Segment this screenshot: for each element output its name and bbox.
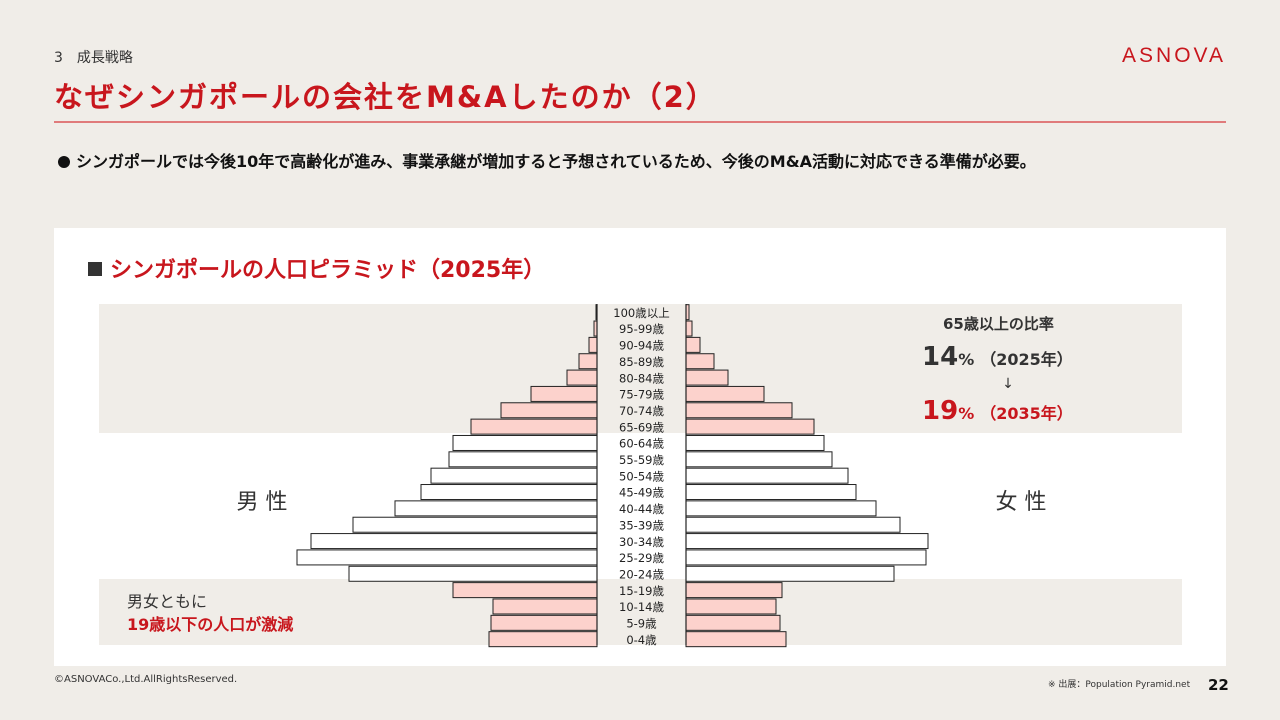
female-bar-11 — [685, 484, 857, 501]
ratio-2025-value: 14 — [922, 342, 958, 372]
female-bar-4 — [685, 369, 729, 386]
age-tick-label: 15-19歳 — [619, 584, 664, 598]
note-line1: 男女ともに — [127, 592, 207, 611]
age-tick-label: 50-54歳 — [619, 469, 664, 483]
female-bar-14 — [685, 533, 929, 550]
age-tick-label: 65-69歳 — [619, 420, 664, 434]
female-bar-19 — [685, 614, 781, 631]
age-tick-label: 75-79歳 — [619, 388, 664, 402]
female-bar-13 — [685, 516, 901, 533]
male-bar-8 — [452, 434, 598, 451]
male-bar-13 — [352, 516, 598, 533]
female-bar-5 — [685, 385, 765, 402]
female-bar-15 — [685, 549, 927, 566]
female-bar-17 — [685, 582, 783, 599]
female-bar-7 — [685, 418, 815, 435]
age-tick-label: 0-4歳 — [626, 633, 657, 647]
section-label: 3 成長戦略 — [54, 50, 133, 66]
ratio-2035-unit: % — [958, 404, 974, 423]
male-bar-3 — [578, 353, 598, 370]
female-bar-2 — [685, 336, 701, 353]
male-bar-7 — [470, 418, 598, 435]
female-bar-3 — [685, 353, 715, 370]
summary-text: シンガポールでは今後10年で高齢化が進み、事業承継が増加すると予想されているため… — [76, 152, 1036, 171]
male-bar-5 — [530, 385, 598, 402]
age-tick-label: 55-59歳 — [619, 453, 664, 467]
age-tick-label: 70-74歳 — [619, 404, 664, 418]
elderly-band — [99, 304, 1182, 433]
male-bar-11 — [420, 484, 598, 501]
ratio-2035-year: （2035年） — [980, 404, 1073, 423]
male-bar-10 — [430, 467, 598, 484]
note-line2: 19歳以下の人口が激減 — [127, 615, 293, 634]
age-tick-label: 100歳以上 — [613, 306, 669, 320]
title-divider — [54, 121, 1226, 123]
female-bar-9 — [685, 451, 833, 468]
age-tick-label: 80-84歳 — [619, 371, 664, 385]
page-number: 22 — [1208, 676, 1229, 694]
age-tick-label: 25-29歳 — [619, 551, 664, 565]
age-tick-label: 85-89歳 — [619, 355, 664, 369]
male-bar-19 — [490, 614, 598, 631]
male-bar-4 — [566, 369, 598, 386]
summary-bullet: シンガポールでは今後10年で高齢化が進み、事業承継が増加すると予想されているため… — [58, 148, 1036, 172]
ratio-2025: 14% （2025年） — [922, 342, 1073, 372]
female-bar-16 — [685, 565, 895, 582]
male-bar-17 — [452, 582, 598, 599]
female-bar-8 — [685, 434, 825, 451]
ratio-arrow: ↓ — [1002, 376, 1014, 392]
age-tick-label: 35-39歳 — [619, 518, 664, 532]
male-bar-2 — [588, 336, 598, 353]
age-tick-label: 45-49歳 — [619, 486, 664, 500]
male-bar-15 — [296, 549, 598, 566]
female-bar-12 — [685, 500, 877, 517]
age-tick-label: 30-34歳 — [619, 535, 664, 549]
page-title: なぜシンガポールの会社をM&Aしたのか（2） — [54, 80, 717, 114]
age-tick-label: 90-94歳 — [619, 339, 664, 353]
youth-band — [99, 579, 1182, 645]
chart-title-text: シンガポールの人口ピラミッド（2025年） — [110, 258, 546, 283]
ratio-2035: 19% （2035年） — [922, 396, 1073, 426]
male-bar-20 — [488, 631, 598, 648]
female-bar-18 — [685, 598, 777, 615]
female-bar-10 — [685, 467, 849, 484]
square-bullet-icon — [88, 262, 102, 276]
age-tick-label: 5-9歳 — [626, 617, 657, 631]
source-note: ※ 出展：Population Pyramid.net — [1048, 680, 1191, 690]
ratio-2035-value: 19 — [922, 396, 958, 426]
male-bar-6 — [500, 402, 598, 419]
female-bar-1 — [685, 320, 693, 337]
male-label: 男 性 — [237, 490, 288, 515]
age-tick-label: 40-44歳 — [619, 502, 664, 516]
male-bar-9 — [448, 451, 598, 468]
ratio-2025-year: （2025年） — [980, 350, 1073, 369]
male-bar-12 — [394, 500, 598, 517]
company-logo: ASNOVA — [1122, 44, 1226, 67]
bullet-dot-icon — [58, 156, 70, 168]
age-tick-label: 60-64歳 — [619, 437, 664, 451]
copyright: ©ASNOVACo.,Ltd.AllRightsReserved. — [54, 674, 238, 685]
female-bar-20 — [685, 631, 787, 648]
male-bar-16 — [348, 565, 598, 582]
female-bar-6 — [685, 402, 793, 419]
male-bar-18 — [492, 598, 598, 615]
female-label: 女 性 — [996, 490, 1047, 515]
age-tick-label: 10-14歳 — [619, 600, 664, 614]
ratio-title: 65歳以上の比率 — [943, 315, 1054, 333]
chart-title: シンガポールの人口ピラミッド（2025年） — [88, 252, 545, 284]
age-tick-label: 20-24歳 — [619, 567, 664, 581]
ratio-2025-unit: % — [958, 350, 974, 369]
male-bar-14 — [310, 533, 598, 550]
age-tick-label: 95-99歳 — [619, 322, 664, 336]
